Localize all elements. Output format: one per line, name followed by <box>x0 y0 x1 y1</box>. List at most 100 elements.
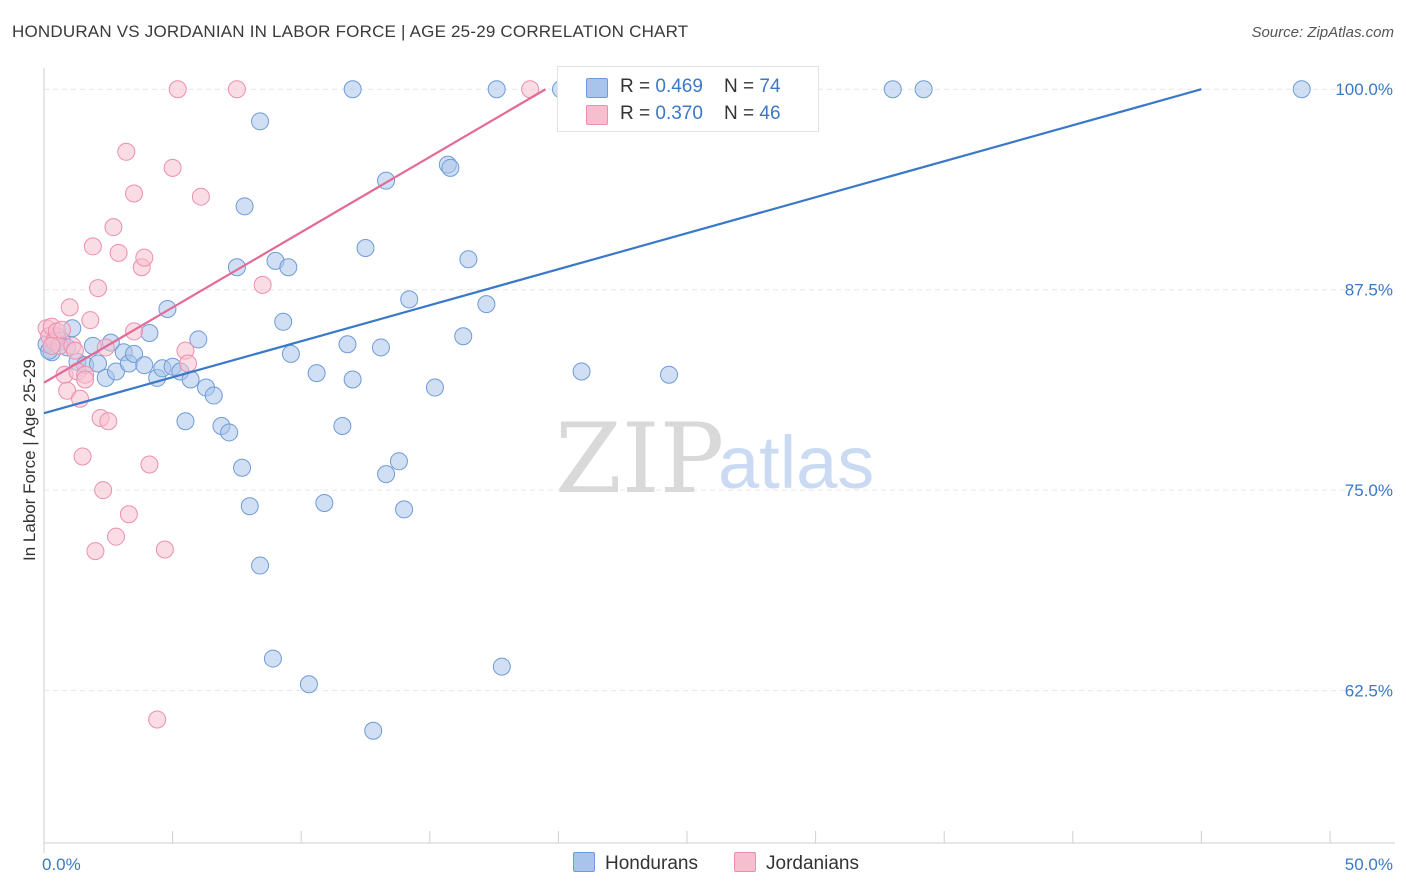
data-point-jordanians <box>83 237 102 256</box>
data-point-hondurans <box>377 465 396 484</box>
data-point-hondurans <box>233 458 252 477</box>
data-point-hondurans <box>371 338 390 357</box>
legend-r-value: 0.370 <box>655 103 703 124</box>
watermark-atlas: atlas <box>718 421 874 504</box>
data-point-hondurans <box>279 258 298 277</box>
data-point-hondurans <box>395 500 414 519</box>
data-point-jordanians <box>119 505 138 524</box>
data-point-hondurans <box>240 497 259 516</box>
data-point-hondurans <box>477 295 496 314</box>
data-point-hondurans <box>189 330 208 349</box>
data-point-hondurans <box>454 327 473 346</box>
data-point-jordanians <box>81 311 100 330</box>
data-point-hondurans <box>263 649 282 668</box>
watermark: ZIP atlas <box>555 403 874 515</box>
data-point-hondurans <box>459 250 478 269</box>
data-point-jordanians <box>135 248 154 267</box>
legend-n-value: 74 <box>759 76 781 97</box>
data-point-hondurans <box>281 344 300 363</box>
grid-lines <box>44 88 1395 692</box>
data-point-hondurans <box>107 362 126 381</box>
bottom-legend-jordanians: Jordanians <box>734 852 859 875</box>
data-point-hondurans <box>441 158 460 177</box>
tick-labels: 62.5% 75.0% 87.5% 100.0% 0.0% 50.0% <box>42 80 1393 874</box>
y-axis-label: In Labor Force | Age 25-29 <box>20 359 39 561</box>
data-point-jordanians <box>94 481 113 500</box>
source-label: Source: ZipAtlas.com <box>1251 24 1394 41</box>
data-point-hondurans <box>274 312 293 331</box>
chart-title: HONDURAN VS JORDANIAN IN LABOR FORCE | A… <box>12 22 689 41</box>
data-point-jordanians <box>107 527 126 546</box>
correlation-legend: R = 0.469 N = 74 R = 0.370 N = 46 <box>557 66 819 132</box>
data-point-hondurans <box>299 675 318 694</box>
data-point-hondurans <box>425 378 444 397</box>
data-point-jordanians <box>163 158 182 177</box>
y-tick-label: 100.0% <box>1335 80 1393 99</box>
legend-n-label: N = <box>724 76 760 97</box>
bottom-legend-swatch-jordanians <box>734 852 756 872</box>
data-point-hondurans <box>251 112 270 131</box>
data-point-hondurans <box>389 452 408 471</box>
y-tick-label: 62.5% <box>1345 682 1393 701</box>
legend-swatch-hondurans <box>586 78 608 98</box>
legend-swatch-jordanians <box>586 105 608 125</box>
x-tick-label: 0.0% <box>42 855 81 874</box>
x-tick-label: 50.0% <box>1345 855 1393 874</box>
data-point-jordanians <box>86 542 105 561</box>
data-point-jordanians <box>227 80 246 99</box>
data-point-hondurans <box>914 80 933 99</box>
watermark-zip: ZIP <box>555 403 724 515</box>
trend-line-jordanians <box>43 88 547 384</box>
data-point-hondurans <box>204 386 223 405</box>
series-jordanians <box>37 80 540 729</box>
data-point-hondurans <box>400 290 419 309</box>
data-point-jordanians <box>117 142 136 161</box>
data-point-jordanians <box>191 187 210 206</box>
axes <box>43 68 1395 853</box>
data-point-hondurans <box>135 356 154 375</box>
bottom-legend-hondurans: Hondurans <box>573 852 698 875</box>
data-point-jordanians <box>155 540 174 559</box>
legend-n-value: 46 <box>759 103 781 124</box>
data-point-hondurans <box>338 335 357 354</box>
bottom-legend-label-jordanians: Jordanians <box>766 853 859 874</box>
trend-lines <box>43 88 1202 415</box>
bottom-legend-swatch-hondurans <box>573 852 595 872</box>
data-point-hondurans <box>1292 80 1311 99</box>
data-point-hondurans <box>220 423 239 442</box>
bottom-legend-label-hondurans: Hondurans <box>605 853 698 874</box>
data-point-hondurans <box>659 365 678 384</box>
data-point-jordanians <box>53 320 72 339</box>
data-point-hondurans <box>487 80 506 99</box>
data-point-jordanians <box>65 341 84 360</box>
legend-r-value: 0.469 <box>655 76 703 97</box>
data-point-hondurans <box>356 239 375 258</box>
data-point-jordanians <box>42 336 61 355</box>
data-point-jordanians <box>140 455 159 474</box>
legend-r-label: R = <box>620 103 656 124</box>
data-point-jordanians <box>76 370 95 389</box>
legend-r-label: R = <box>620 76 656 97</box>
data-point-hondurans <box>315 494 334 513</box>
data-point-jordanians <box>179 354 198 373</box>
data-point-jordanians <box>168 80 187 99</box>
data-point-hondurans <box>343 370 362 389</box>
data-point-hondurans <box>176 412 195 431</box>
data-point-hondurans <box>364 721 383 740</box>
data-point-hondurans <box>307 364 326 383</box>
data-point-jordanians <box>104 218 123 237</box>
data-point-jordanians <box>89 279 108 298</box>
data-point-hondurans <box>883 80 902 99</box>
data-point-hondurans <box>89 354 108 373</box>
data-point-hondurans <box>251 556 270 575</box>
data-point-hondurans <box>492 657 511 676</box>
data-point-jordanians <box>109 243 128 262</box>
data-point-jordanians <box>73 447 92 466</box>
y-tick-label: 87.5% <box>1345 281 1393 300</box>
data-point-jordanians <box>58 381 77 400</box>
legend-n-label: N = <box>724 103 760 124</box>
data-point-hondurans <box>235 197 254 216</box>
data-point-hondurans <box>343 80 362 99</box>
data-point-hondurans <box>572 362 591 381</box>
